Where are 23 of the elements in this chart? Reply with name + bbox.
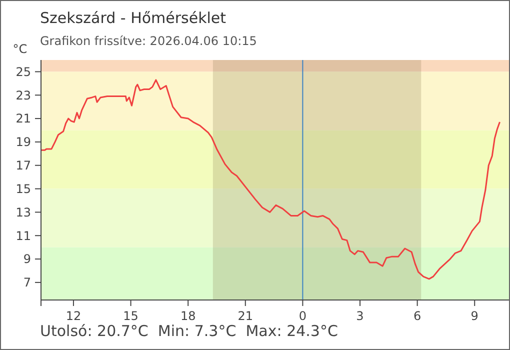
x-tick-label: 21 bbox=[238, 309, 254, 323]
y-tick-label: 19 bbox=[16, 135, 31, 150]
x-tick-label: 12 bbox=[66, 309, 82, 323]
x-tick-label: 3 bbox=[356, 309, 364, 323]
y-axis-title: °C bbox=[12, 42, 28, 56]
x-tick-label: 6 bbox=[413, 309, 422, 323]
chart-title: Szekszárd - Hőmérséklet bbox=[40, 9, 226, 27]
chart-subtitle: Grafikon frissítve: 2026.04.06 10:15 bbox=[40, 34, 257, 48]
y-tick-label: 9 bbox=[23, 252, 31, 266]
x-tick-label: 18 bbox=[180, 309, 196, 323]
y-tick-label: 17 bbox=[16, 158, 31, 173]
line-series bbox=[41, 79, 501, 280]
y-tick-label: 13 bbox=[16, 205, 31, 220]
x-tick-label: 0 bbox=[298, 309, 307, 323]
y-tick-label: 11 bbox=[16, 228, 31, 243]
x-tick-label: 15 bbox=[123, 309, 138, 323]
y-tick-label: 15 bbox=[16, 182, 31, 196]
text: Utolsó: 20.7°C Min: 7.3°C Max: 24.3°C bbox=[40, 322, 338, 340]
x-tick-label: 9 bbox=[470, 309, 478, 323]
y-tick-label: 25 bbox=[16, 64, 31, 79]
y-tick-label: 23 bbox=[16, 88, 31, 102]
y-tick-label: 7 bbox=[23, 276, 31, 290]
y-tick-label: 21 bbox=[16, 112, 31, 126]
